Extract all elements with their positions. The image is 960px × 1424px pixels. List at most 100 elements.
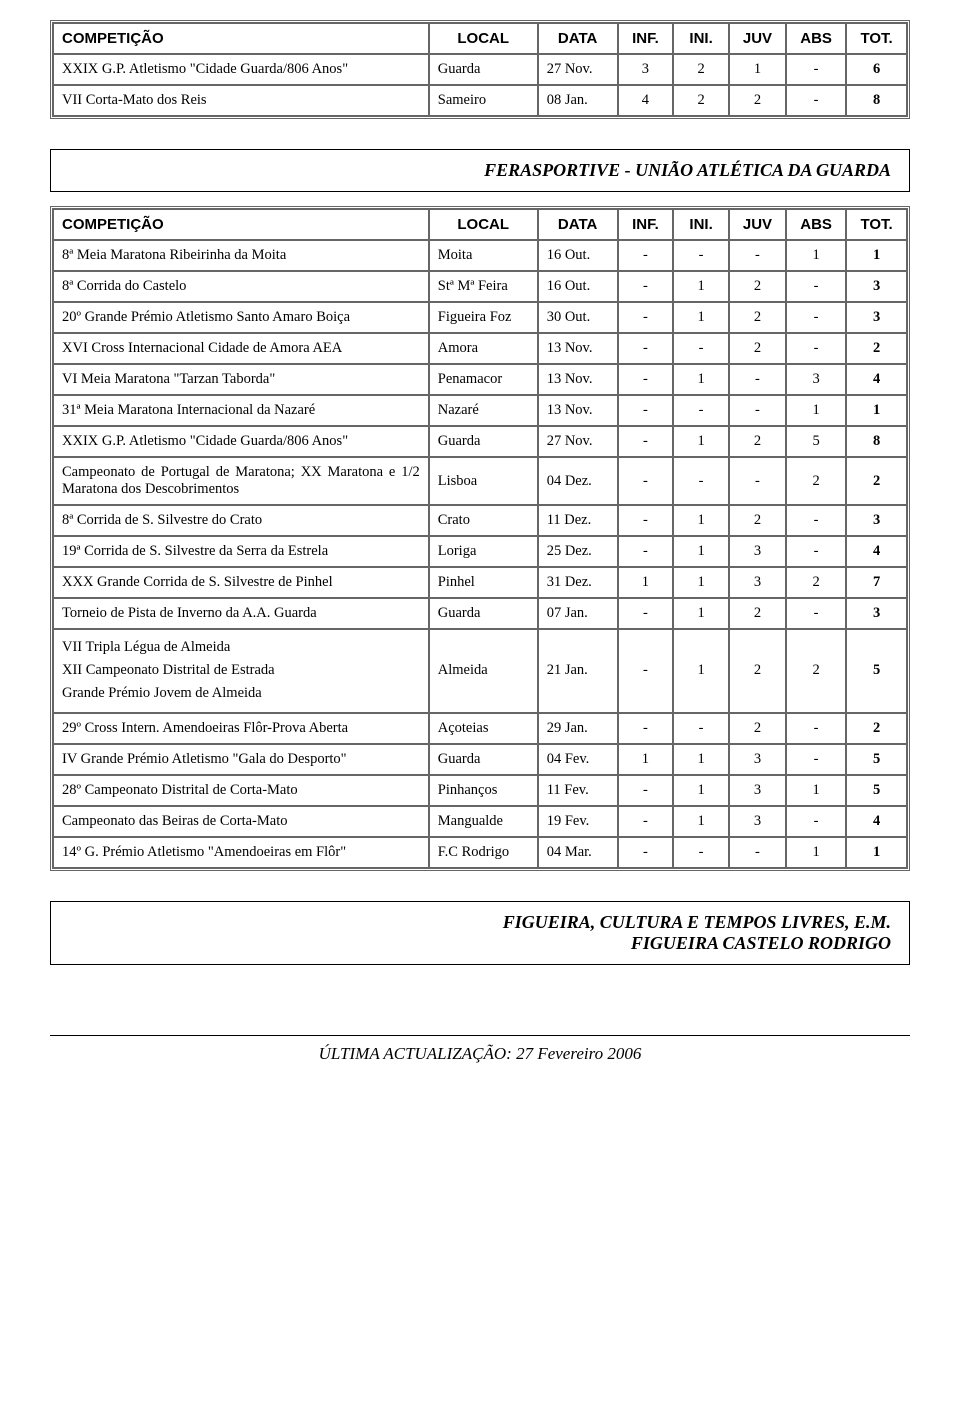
cell-tot: 4 [846, 536, 907, 567]
cell-juv: - [729, 240, 786, 271]
cell-inf: - [618, 775, 674, 806]
cell-juv: 3 [729, 744, 786, 775]
cell-tot: 1 [846, 395, 907, 426]
table-row: Torneio de Pista de Inverno da A.A. Guar… [53, 598, 907, 629]
cell-loc: Guarda [429, 598, 538, 629]
cell-loc: Guarda [429, 744, 538, 775]
table-row: 14º G. Prémio Atletismo "Amendoeiras em … [53, 837, 907, 868]
cell-abs: - [786, 85, 846, 116]
cell-ini: 2 [673, 54, 729, 85]
cell-juv: 2 [729, 302, 786, 333]
cell-date: 13 Nov. [538, 333, 618, 364]
cell-date: 30 Out. [538, 302, 618, 333]
table-row: VI Meia Maratona "Tarzan Taborda"Penamac… [53, 364, 907, 395]
cell-ini: 1 [673, 744, 729, 775]
table-row: VII Corta-Mato dos ReisSameiro08 Jan.422… [53, 85, 907, 116]
cell-date: 11 Dez. [538, 505, 618, 536]
cell-inf: - [618, 302, 674, 333]
cell-comp: 29º Cross Intern. Amendoeiras Flôr-Prova… [53, 713, 429, 744]
competition-table-2: COMPETIÇÃO LOCAL DATA INF. INI. JUV ABS … [50, 206, 910, 871]
cell-juv: - [729, 837, 786, 868]
cell-tot: 3 [846, 598, 907, 629]
cell-date: 27 Nov. [538, 426, 618, 457]
section-title-line2: FIGUEIRA CASTELO RODRIGO [631, 933, 891, 953]
cell-abs: - [786, 505, 846, 536]
cell-juv: - [729, 457, 786, 505]
col-inf: INF. [618, 23, 674, 54]
cell-juv: 2 [729, 713, 786, 744]
col-ini: INI. [673, 23, 729, 54]
col-juv: JUV [729, 209, 786, 240]
cell-date: 08 Jan. [538, 85, 618, 116]
cell-comp: 8ª Corrida do Castelo [53, 271, 429, 302]
table-row: XXIX G.P. Atletismo "Cidade Guarda/806 A… [53, 426, 907, 457]
cell-ini: 1 [673, 806, 729, 837]
cell-tot: 1 [846, 837, 907, 868]
cell-loc: Almeida [429, 629, 538, 713]
cell-abs: 2 [786, 567, 846, 598]
cell-ini: 1 [673, 536, 729, 567]
cell-inf: - [618, 598, 674, 629]
table-row: Campeonato das Beiras de Corta-MatoMangu… [53, 806, 907, 837]
col-ini: INI. [673, 209, 729, 240]
cell-ini: - [673, 395, 729, 426]
cell-abs: - [786, 598, 846, 629]
cell-tot: 5 [846, 775, 907, 806]
cell-ini: 1 [673, 567, 729, 598]
col-inf: INF. [618, 209, 674, 240]
table-row: 19ª Corrida de S. Silvestre da Serra da … [53, 536, 907, 567]
col-abs: ABS [786, 23, 846, 54]
cell-loc: Guarda [429, 54, 538, 85]
competition-table-1: COMPETIÇÃO LOCAL DATA INF. INI. JUV ABS … [50, 20, 910, 119]
cell-loc: Figueira Foz [429, 302, 538, 333]
cell-comp: 8ª Corrida de S. Silvestre do Crato [53, 505, 429, 536]
cell-loc: Penamacor [429, 364, 538, 395]
cell-abs: 1 [786, 775, 846, 806]
cell-date: 21 Jan. [538, 629, 618, 713]
cell-comp: Campeonato das Beiras de Corta-Mato [53, 806, 429, 837]
cell-juv: 2 [729, 333, 786, 364]
table-row: 31ª Meia Maratona Internacional da Nazar… [53, 395, 907, 426]
col-data: DATA [538, 209, 618, 240]
cell-abs: 2 [786, 629, 846, 713]
cell-inf: - [618, 395, 674, 426]
cell-abs: 3 [786, 364, 846, 395]
cell-ini: 1 [673, 598, 729, 629]
cell-tot: 2 [846, 457, 907, 505]
cell-loc: Lisboa [429, 457, 538, 505]
cell-juv: 2 [729, 271, 786, 302]
cell-juv: 2 [729, 629, 786, 713]
cell-date: 04 Mar. [538, 837, 618, 868]
cell-abs: 1 [786, 240, 846, 271]
cell-ini: 1 [673, 505, 729, 536]
cell-comp: 19ª Corrida de S. Silvestre da Serra da … [53, 536, 429, 567]
cell-loc: F.C Rodrigo [429, 837, 538, 868]
cell-comp: 8ª Meia Maratona Ribeirinha da Moita [53, 240, 429, 271]
cell-juv: - [729, 395, 786, 426]
cell-inf: - [618, 457, 674, 505]
table-header-row: COMPETIÇÃO LOCAL DATA INF. INI. JUV ABS … [53, 209, 907, 240]
cell-tot: 8 [846, 426, 907, 457]
cell-ini: - [673, 333, 729, 364]
col-data: DATA [538, 23, 618, 54]
cell-inf: - [618, 426, 674, 457]
cell-ini: - [673, 240, 729, 271]
cell-ini: 1 [673, 775, 729, 806]
table-row: XVI Cross Internacional Cidade de Amora … [53, 333, 907, 364]
cell-juv: 3 [729, 806, 786, 837]
cell-juv: 3 [729, 775, 786, 806]
cell-date: 16 Out. [538, 271, 618, 302]
cell-abs: 1 [786, 837, 846, 868]
cell-abs: 2 [786, 457, 846, 505]
col-tot: TOT. [846, 209, 907, 240]
footer-prefix: ÚLTIMA ACTUALIZAÇÃO: [319, 1044, 516, 1063]
cell-juv: 3 [729, 536, 786, 567]
cell-tot: 8 [846, 85, 907, 116]
cell-abs: - [786, 806, 846, 837]
cell-abs: - [786, 54, 846, 85]
cell-loc: Pinhel [429, 567, 538, 598]
table-row: Campeonato de Portugal de Maratona; XX M… [53, 457, 907, 505]
cell-ini: 1 [673, 364, 729, 395]
cell-inf: - [618, 536, 674, 567]
cell-tot: 4 [846, 364, 907, 395]
